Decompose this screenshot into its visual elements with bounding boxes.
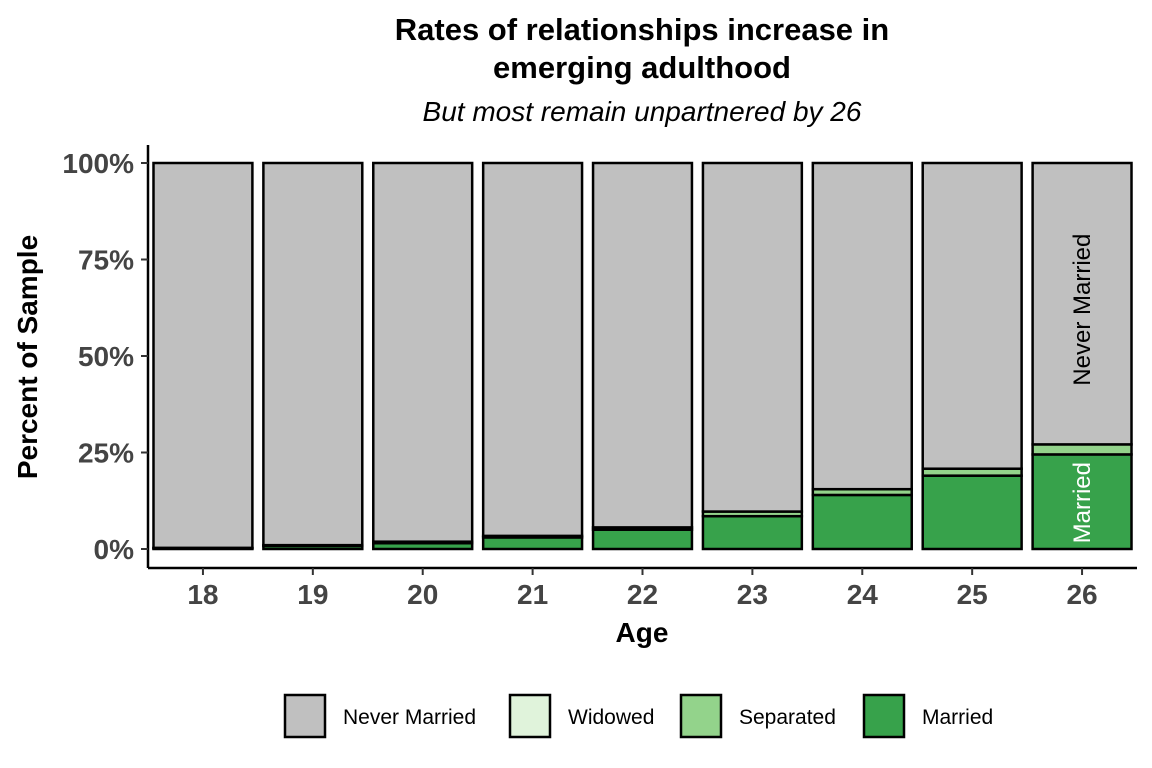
legend-label: Widowed xyxy=(568,706,654,729)
legend: Never Married Widowed Separated Married xyxy=(283,693,993,739)
bar-group-25 xyxy=(921,161,1023,551)
bar-segment-married-22 xyxy=(591,528,694,551)
bar-segment-never-married-24 xyxy=(811,161,913,491)
x-tick-label: 18 xyxy=(187,579,218,610)
legend-label: Married xyxy=(922,706,993,729)
legend-label: Separated xyxy=(739,706,836,729)
y-tick-label: 0% xyxy=(94,534,135,565)
bar-segment-married-26 xyxy=(1031,453,1133,551)
bar-segment-never-married-19 xyxy=(262,161,364,547)
legend-item-separated: Separated xyxy=(679,693,836,739)
bar-segment-never-married-25 xyxy=(921,161,1023,470)
bar-segment-never-married-22 xyxy=(591,161,694,529)
y-tick-label: 50% xyxy=(78,341,134,372)
legend-swatch xyxy=(679,693,723,739)
legend-swatch xyxy=(283,693,327,739)
bar-segment-never-married-21 xyxy=(481,161,584,538)
x-axis-title: Age xyxy=(616,617,669,648)
x-tick-label: 20 xyxy=(407,579,438,610)
bar-segment-married-23 xyxy=(701,514,804,551)
y-tick-label: 100% xyxy=(62,148,134,179)
bar-group-20 xyxy=(372,161,474,551)
y-axis-title: Percent of Sample xyxy=(12,235,43,479)
bar-group-24 xyxy=(811,161,913,551)
chart-title-line-1: Rates of relationships increase in xyxy=(395,12,889,47)
bar-segment-never-married-23 xyxy=(701,161,804,513)
bar-annotation-married: Married xyxy=(1069,462,1096,543)
chart-title: Rates of relationships increase in emerg… xyxy=(395,12,889,85)
x-tick-label: 26 xyxy=(1066,579,1097,610)
chart-subtitle: But most remain unpartnered by 26 xyxy=(423,96,862,127)
legend-swatch xyxy=(862,693,906,739)
bar-annotation-never-married: Never Married xyxy=(1069,234,1096,386)
legend-item-married: Married xyxy=(862,693,993,739)
x-tick-label: 22 xyxy=(627,579,658,610)
x-tick-label: 24 xyxy=(847,579,879,610)
bar-group-18 xyxy=(152,161,254,551)
bar-segment-married-21 xyxy=(481,536,584,551)
bar-segment-never-married-20 xyxy=(372,161,474,543)
bar-segment-married-24 xyxy=(811,493,913,551)
chart-title-line-2: emerging adulthood xyxy=(493,50,791,85)
y-tick-label: 25% xyxy=(78,438,134,469)
bar-group-26 xyxy=(1031,161,1133,551)
bar-group-22 xyxy=(591,161,694,551)
x-tick-label: 23 xyxy=(737,579,768,610)
bar-group-19 xyxy=(262,161,364,551)
legend-label: Never Married xyxy=(343,706,476,729)
bar-group-21 xyxy=(481,161,584,551)
bar-segment-married-25 xyxy=(921,474,1023,551)
bar-segment-never-married-18 xyxy=(152,161,254,550)
plot-area: 0% 25% 50% 75% 100% 18 19 20 21 22 23 24 25 26 Never M… xyxy=(62,145,1137,610)
y-tick-label: 75% xyxy=(78,245,134,276)
legend-item-widowed: Widowed xyxy=(508,693,654,739)
x-tick-label: 25 xyxy=(957,579,988,610)
bar-segment-separated-26 xyxy=(1031,443,1133,456)
x-tick-label: 21 xyxy=(517,579,548,610)
x-tick-label: 19 xyxy=(297,579,328,610)
legend-swatch xyxy=(508,693,552,739)
legend-item-never-married: Never Married xyxy=(283,693,476,739)
bar-group-23 xyxy=(701,161,804,551)
bar-segment-never-married-26 xyxy=(1031,161,1133,446)
